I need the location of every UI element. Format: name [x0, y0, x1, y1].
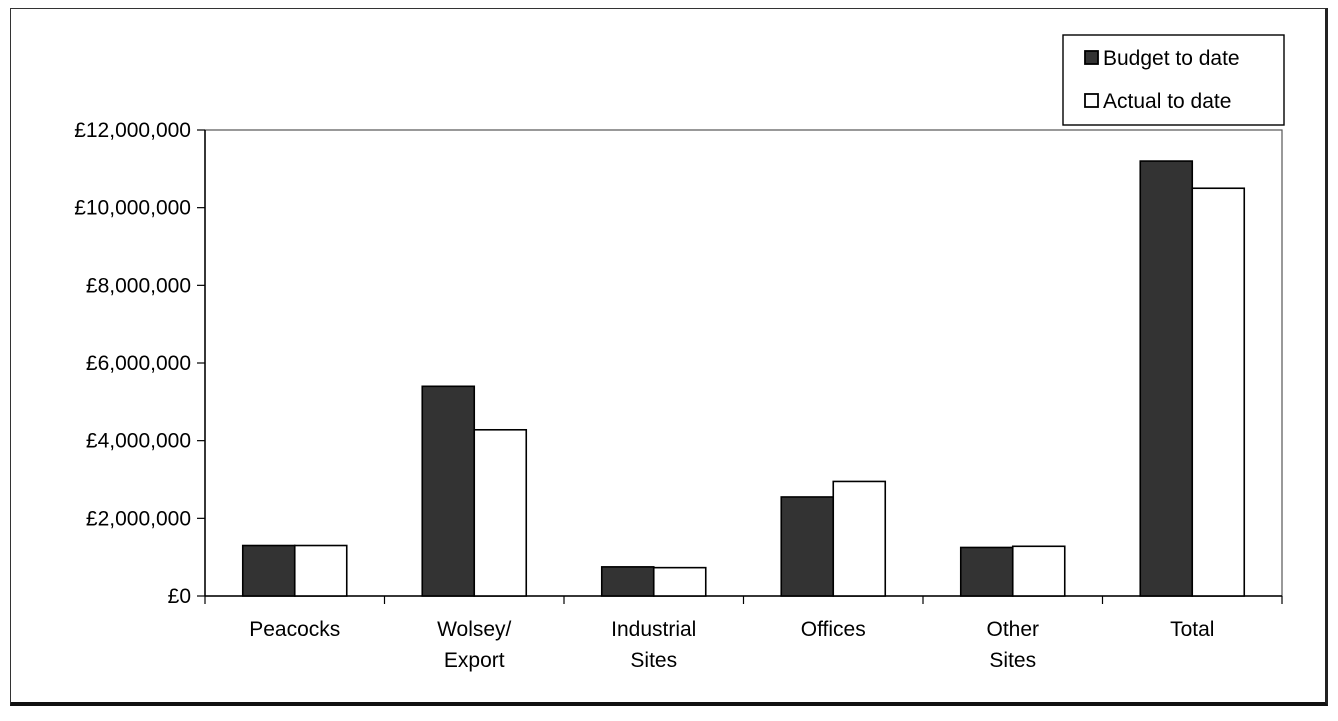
y-axis: £0 £2,000,000 £4,000,000 £6,000,000 £8,000,0… [74, 119, 206, 608]
legend-box [1062, 34, 1285, 126]
legend: Budget to date Actual to date [1062, 34, 1285, 126]
x-tick-label-line: Other [986, 618, 1039, 641]
y-tick-label: £2,000,000 [86, 507, 191, 530]
plot-border [204, 129, 1283, 597]
bars [241, 160, 1246, 597]
x-tick-label: Peacocks [249, 618, 340, 641]
bar-budget [959, 546, 1014, 597]
x-tick-label-line: Sites [630, 649, 677, 672]
x-axis: Peacocks Wolsey/Export Industrial Sites Offi… [204, 595, 1283, 672]
bar-budget [780, 496, 835, 597]
y-tick-label: £10,000,000 [74, 197, 191, 220]
x-tick-label-line: Industrial [611, 618, 696, 641]
y-tick-label: £12,000,000 [74, 119, 191, 142]
x-tick-label-line: Export [444, 649, 505, 672]
y-tick-label: £4,000,000 [86, 430, 191, 453]
x-tick-label-line: Offices [801, 618, 866, 641]
bar-actual [1011, 545, 1066, 597]
bar-budget [241, 544, 296, 597]
y-tick-label: £6,000,000 [86, 352, 191, 375]
x-tick-label: Other Sites [986, 618, 1039, 672]
x-tick-label-line: Sites [989, 649, 1036, 672]
x-tick-label: Offices [801, 618, 866, 641]
bar-budget [600, 566, 655, 597]
bar-actual [832, 480, 887, 597]
y-tick-label: £0 [168, 585, 191, 608]
legend-swatch-actual [1084, 93, 1099, 108]
legend-swatch-budget [1084, 50, 1099, 65]
x-tick-label: Total [1170, 618, 1214, 641]
plot-area [204, 129, 1283, 597]
y-tick-label: £8,000,000 [86, 274, 191, 297]
legend-label: Budget to date [1103, 47, 1240, 70]
bar-budget [421, 385, 476, 597]
x-tick-label-line: Total [1170, 618, 1214, 641]
x-tick-label: Wolsey/Export [437, 618, 511, 672]
bar-actual [473, 428, 528, 597]
x-tick-label-line: Peacocks [249, 618, 340, 641]
x-tick-label-line: Wolsey/ [437, 618, 511, 641]
bar-actual [1191, 187, 1246, 597]
legend-label: Actual to date [1103, 90, 1231, 113]
x-tick-label: Industrial Sites [611, 618, 696, 672]
bar-budget [1139, 160, 1194, 597]
bar-actual [293, 544, 348, 597]
bar-actual [652, 566, 707, 597]
